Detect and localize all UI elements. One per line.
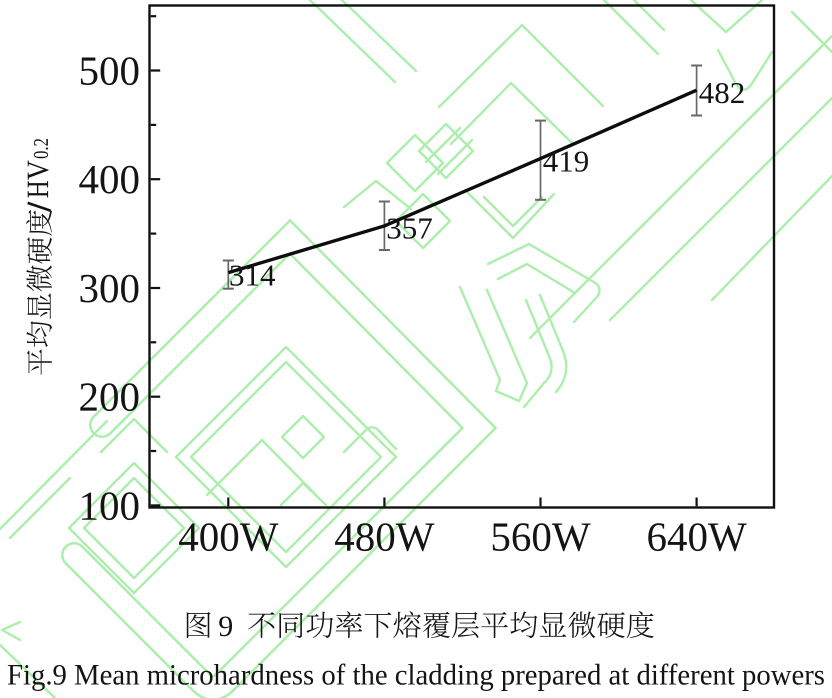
svg-text:500: 500 bbox=[79, 47, 141, 93]
svg-text:9: 9 bbox=[218, 610, 233, 643]
svg-text:Fig.9 Mean microhardness of th: Fig.9 Mean microhardness of the cladding… bbox=[7, 660, 825, 692]
svg-text:100: 100 bbox=[79, 482, 141, 528]
svg-text:640W: 640W bbox=[646, 514, 747, 560]
svg-text:560W: 560W bbox=[490, 514, 591, 560]
svg-text:300: 300 bbox=[79, 265, 141, 311]
svg-text:419: 419 bbox=[543, 143, 590, 178]
svg-text:314: 314 bbox=[229, 258, 276, 293]
svg-text:480W: 480W bbox=[334, 514, 435, 560]
svg-text:400: 400 bbox=[79, 156, 141, 202]
svg-text:200: 200 bbox=[79, 374, 141, 420]
svg-text:482: 482 bbox=[699, 75, 746, 110]
svg-text:400W: 400W bbox=[178, 514, 279, 560]
svg-text:357: 357 bbox=[386, 211, 433, 246]
